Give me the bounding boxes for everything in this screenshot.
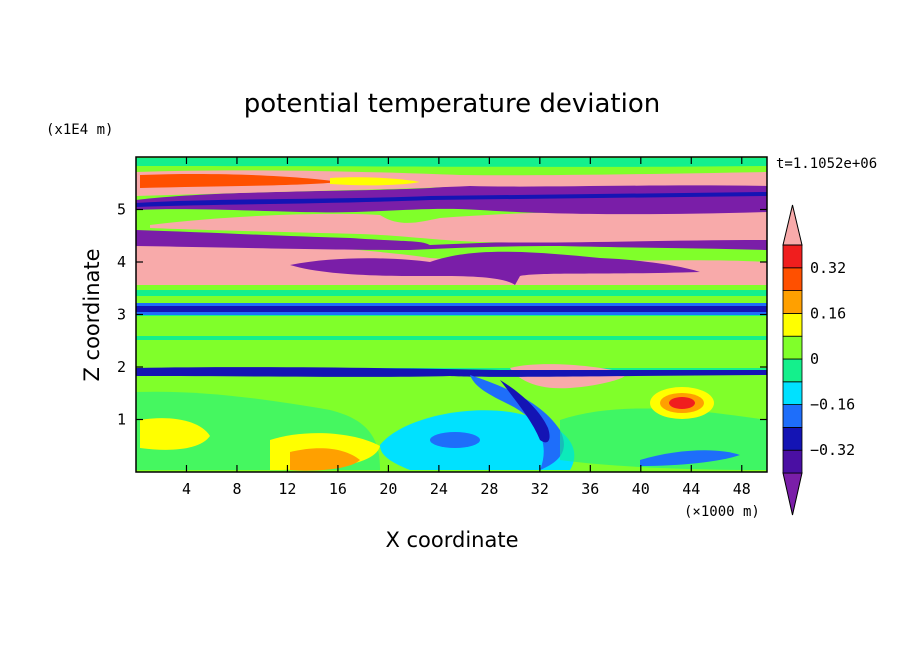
colorbar-box	[782, 312, 803, 337]
red-streak-5.5km	[140, 173, 340, 188]
colorbar-tick-label: −0.32	[810, 441, 855, 459]
colorbar-extend-high	[782, 204, 803, 246]
chart-title: potential temperature deviation	[244, 89, 660, 119]
band-3km-navy	[136, 306, 767, 312]
y-tick-label: 4	[117, 253, 126, 271]
y-tick-label: 1	[117, 411, 126, 429]
y-tick-label: 2	[117, 358, 126, 376]
purple-lobe-4km	[290, 251, 700, 285]
teal-streak-top	[136, 158, 767, 167]
blue-eddy-core	[430, 432, 480, 448]
y-scale-label: (x1E4 m)	[46, 122, 113, 138]
y-axis-label: Z coordinate	[80, 248, 104, 381]
x-axis-label: X coordinate	[385, 528, 518, 552]
x-tick-label: 40	[632, 480, 650, 498]
colorbar-tick-label: 0.16	[810, 304, 846, 322]
colorbar-box	[782, 381, 803, 405]
pink-layer-5.5km	[136, 170, 767, 196]
band-mid-green	[136, 340, 767, 368]
time-label: t=1.1052e+06	[776, 156, 877, 172]
colorbar-tick-label: 0	[810, 350, 819, 368]
x-scale-label: (×1000 m)	[684, 504, 760, 520]
colorbar-box	[782, 426, 803, 451]
purple-layer-4.5km	[136, 230, 767, 250]
x-tick-label: 48	[733, 480, 751, 498]
y-tick-label: 3	[117, 306, 126, 324]
x-tick-label: 4	[182, 480, 191, 498]
y-axis-ticks: 1 2 3 4 5	[117, 201, 767, 429]
navy-streak-2km	[136, 367, 767, 377]
navy-edge-5km	[136, 192, 767, 207]
x-tick-label: 16	[329, 480, 347, 498]
colorbar-box	[782, 449, 803, 474]
x-tick-label: 36	[581, 480, 599, 498]
colorbar-box	[782, 358, 803, 383]
contour-field	[136, 157, 767, 472]
colorbar-box	[782, 267, 803, 291]
x-tick-label: 12	[278, 480, 296, 498]
colorbar-tick-label: −0.16	[810, 396, 855, 414]
x-tick-label: 24	[430, 480, 448, 498]
x-tick-label: 32	[531, 480, 549, 498]
navy-swirl	[500, 380, 550, 443]
colorbar-box	[782, 404, 803, 428]
yellow-streak-5.5km	[330, 177, 420, 186]
red-eddy	[669, 397, 695, 409]
colorbar-box	[782, 244, 803, 269]
y-tick-label: 5	[117, 201, 126, 219]
colorbar-box	[782, 290, 803, 314]
colorbar-tick-label: 0.32	[810, 259, 846, 277]
band-teal-upper	[136, 290, 767, 296]
pink-layer-4.7km	[150, 211, 767, 243]
colorbar-box	[782, 335, 803, 360]
colorbar-extend-low	[782, 472, 803, 516]
x-tick-label: 28	[480, 480, 498, 498]
x-tick-label: 44	[682, 480, 700, 498]
x-tick-label: 8	[232, 480, 241, 498]
orange-patch-bottom	[290, 448, 360, 471]
band-mid-green2	[136, 316, 767, 336]
yellow-patch-left	[140, 418, 210, 450]
blue-streak-bottom-right	[640, 450, 740, 466]
x-axis-ticks: 4 8 12 16 20 24 28 32 36 40 44 48	[182, 157, 751, 498]
colorbar: 0.32 0.16 0 −0.16 −0.32	[782, 204, 855, 516]
x-tick-label: 20	[379, 480, 397, 498]
